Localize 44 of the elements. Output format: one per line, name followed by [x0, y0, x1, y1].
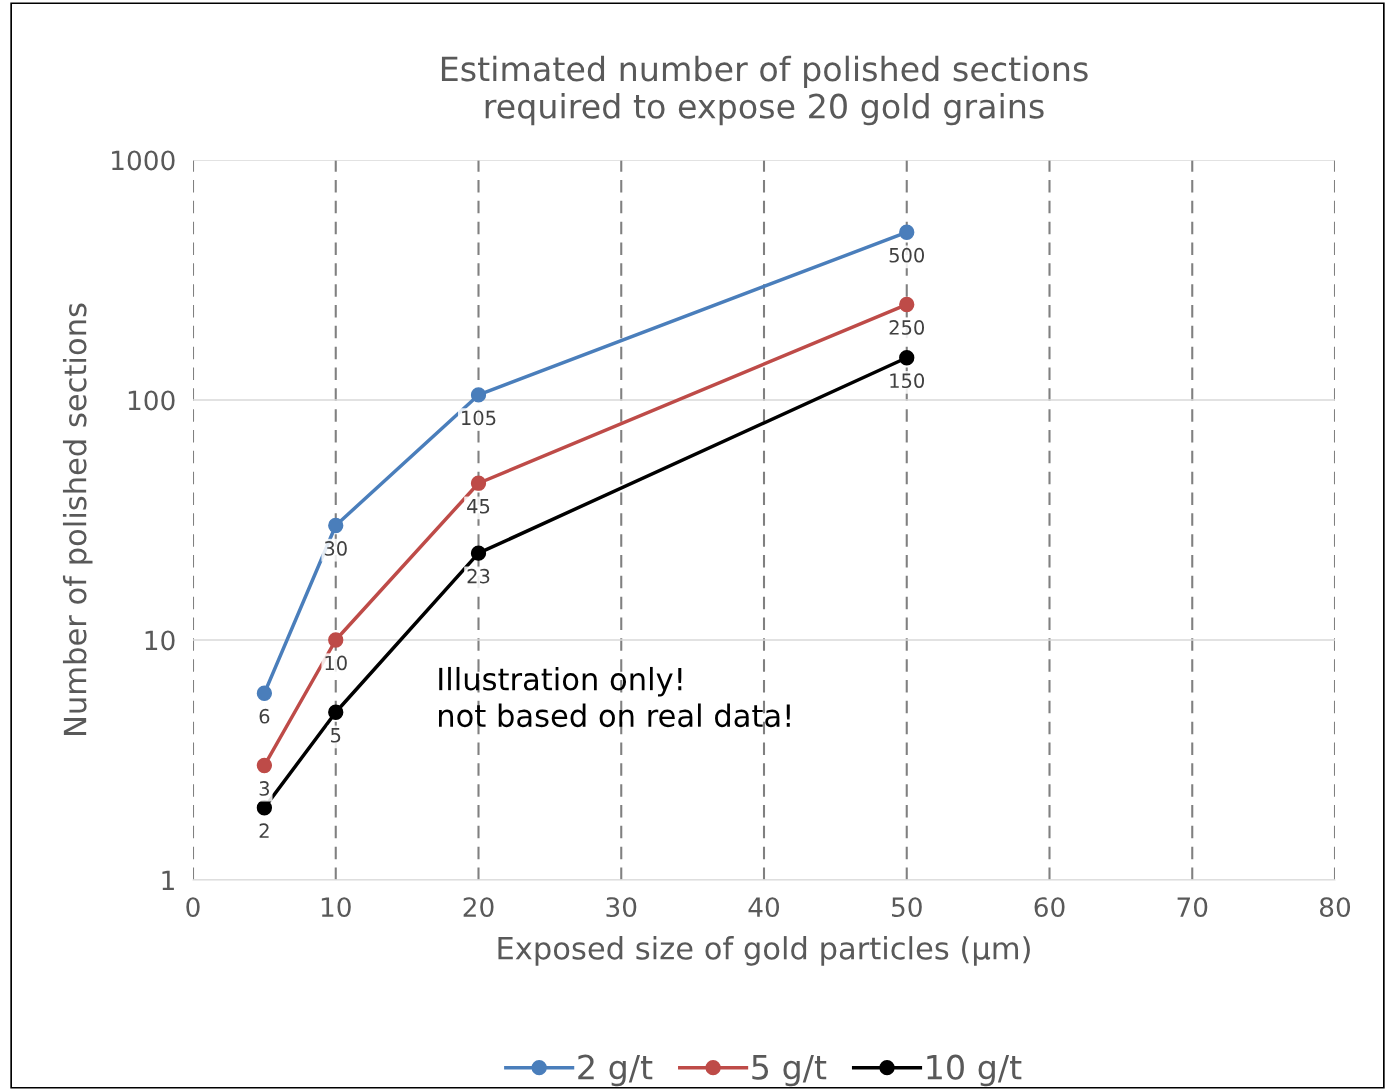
legend-label: 5 g/t: [752, 1055, 827, 1087]
point: [470, 475, 487, 491]
data-label: 2: [259, 823, 269, 838]
point: [256, 800, 273, 816]
data-label: 105: [462, 410, 496, 426]
x-tick-label: 50: [892, 897, 922, 918]
x-tick-label: 60: [1034, 897, 1065, 918]
x-tick-label: 40: [748, 897, 780, 918]
data-label: 500: [889, 247, 925, 263]
point: [256, 757, 273, 774]
data-label: 10: [325, 655, 347, 671]
point: [470, 387, 487, 403]
x-tick-label: 10: [321, 897, 351, 918]
x-tick-label: 80: [1320, 897, 1351, 918]
y-tick-label: 100: [128, 390, 175, 411]
x-tick-label: 20: [463, 897, 494, 918]
point: [899, 224, 915, 240]
y-tick-label: 10: [145, 630, 175, 651]
y-tick-label: 1000: [112, 150, 175, 171]
data-label: 5: [331, 728, 341, 743]
legend-label: 10 g/t: [927, 1054, 1022, 1087]
data-label: 23: [467, 568, 490, 584]
point: [328, 517, 344, 534]
x-tick-label: 30: [606, 897, 637, 918]
x-tick-label: 70: [1177, 897, 1208, 918]
y-axis-title: Number of polished sections: [62, 303, 93, 735]
y-tick-label: 1: [162, 870, 174, 891]
point: [899, 296, 915, 313]
data-label: 150: [890, 373, 925, 389]
point: [470, 545, 487, 561]
point: [256, 685, 273, 701]
annotation: Illustration only! not based on real data!: [439, 666, 790, 728]
point: [328, 632, 344, 648]
data-label: 45: [467, 499, 490, 514]
point: [899, 350, 915, 366]
legend-label: 2 g/t: [578, 1054, 653, 1087]
data-label: 250: [889, 320, 925, 335]
x-tick-label: 0: [186, 897, 200, 918]
x-axis-title: Exposed size of gold particles (µm): [498, 936, 1030, 966]
point: [328, 704, 344, 720]
data-label: 30: [324, 541, 347, 556]
chart-title: Estimated number of polished sections required to expose 20 gold grains: [441, 55, 1088, 126]
data-label: 3: [259, 781, 269, 796]
data-label: 6: [259, 708, 270, 724]
